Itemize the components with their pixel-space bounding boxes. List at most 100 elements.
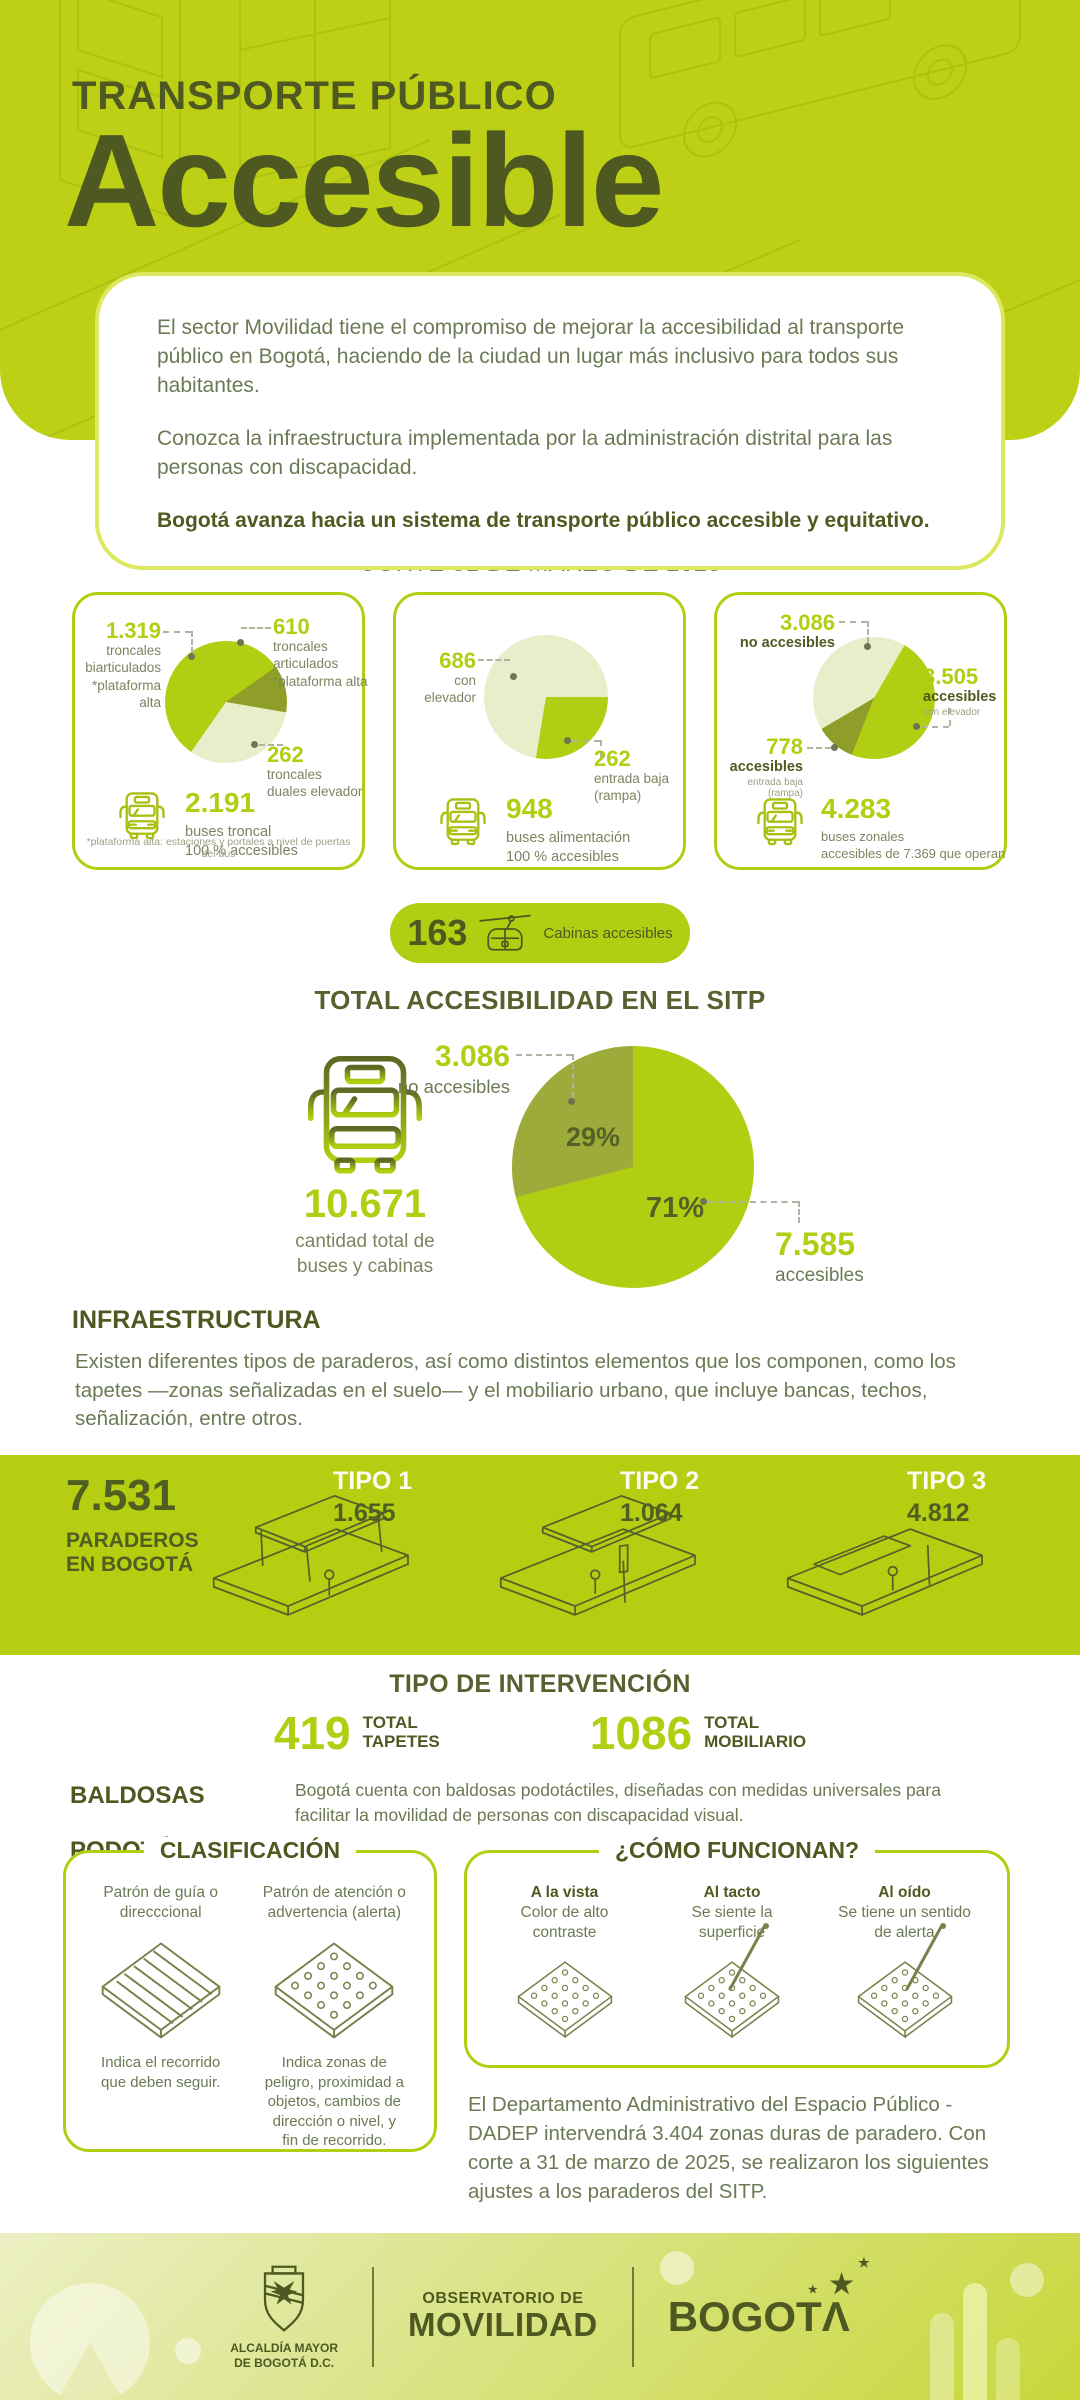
intervencion-row: 419 TOTAL TAPETES 1086 TOTAL MOBILIARIO [0, 1706, 1080, 1760]
cabinas-value: 163 [407, 912, 468, 953]
clasificacion-alerta: Patrón de atención o advertencia (alerta… [262, 1884, 406, 2150]
bus-front-icon [757, 798, 803, 846]
tile-dotted-icon [275, 1942, 394, 2039]
card-total: 948 buses alimentación 100 % accesibles [506, 793, 631, 865]
callout-accesibles-rampa: 778 accesibles entrada baja (rampa) [729, 734, 803, 799]
cane-icon [728, 1923, 769, 1991]
leader-dot [864, 643, 871, 650]
paradero-tipo-1: TIPO 1 1.655 [205, 1455, 490, 1655]
tile-dotted-icon [856, 1961, 953, 2039]
footer: ALCALDÍA MAYOR DE BOGOTÁ D.C. OBSERVATOR… [0, 2233, 1080, 2400]
leader-dot [510, 673, 517, 680]
intro-paragraph-3: Bogotá avanza hacia un sistema de transp… [157, 508, 930, 532]
footer-divider [631, 2266, 634, 2367]
leader-line [516, 1054, 572, 1056]
leader-dot [564, 737, 571, 744]
page-title: Accesible [64, 107, 664, 254]
como-oido: Al oído Se tiene un sentido de alerta [820, 1883, 990, 2043]
como-vista: A la vista Color de alto contraste [485, 1883, 645, 2043]
leader-line [708, 1201, 798, 1203]
leader-line [163, 631, 191, 633]
leader-line [478, 659, 510, 661]
paraderos-total: 7.531 [66, 1471, 177, 1520]
dadep-text: El Departamento Administrativo del Espac… [468, 2093, 989, 2204]
coat-of-arms-icon [264, 2265, 305, 2332]
leader-line [572, 1054, 574, 1098]
intro-card: El sector Movilidad tiene el compromiso … [95, 272, 1005, 570]
footer-logos: ALCALDÍA MAYOR DE BOGOTÁ D.C. OBSERVATOR… [0, 2233, 1080, 2400]
como-tacto: Al tacto Se siente la superficie [652, 1883, 812, 2043]
card-total: 2.191 buses troncal 100 % accesibles [185, 787, 298, 859]
card-buses-alimentacion: 686 con elevador 262 entrada baja (rampa… [393, 592, 686, 870]
leader-dot [251, 741, 258, 748]
cabinas-label: Cabinas accesibles [543, 924, 673, 942]
bus-front-icon [119, 792, 165, 840]
leader-line [921, 726, 949, 728]
sitp-callout-acc: 7.585 accesibles [775, 1226, 864, 1286]
intervencion-tapetes: 419 TOTAL TAPETES [273, 1707, 440, 1759]
shelter-icon [786, 1528, 983, 1616]
pie-chart-sitp [512, 1046, 754, 1288]
callout-duales: 262 troncales duales elevador [267, 742, 363, 800]
card-buses-troncal: 1.319 troncales biarticulados *plataform… [72, 592, 368, 870]
clasificacion-guia: Patrón de guía o direcccional Indica el … [77, 1883, 245, 2151]
como-funcionan-card: ¿CÓMO FUNCIONAN? A la vista Color de alt… [464, 1837, 1010, 2068]
leader-dot [700, 1198, 707, 1205]
leader-dot [913, 723, 920, 730]
sitp-total-caption: cantidad total de buses y cabinas [295, 1231, 435, 1277]
intervencion-title: TIPO DE INTERVENCIÓN [389, 1670, 691, 1698]
pie-chart-alimentacion [484, 635, 608, 759]
sitp-total-value: 10.671 [303, 1182, 427, 1226]
leader-line [241, 627, 271, 629]
card-total: 4.283 buses zonales accesibles de 7.369 … [821, 793, 1006, 861]
card-footnote: *plataforma alta: estaciones y portales … [86, 836, 351, 860]
pie-chart-troncal [165, 641, 287, 763]
leader-line [867, 621, 869, 643]
sitp-title: TOTAL ACCESIBILIDAD EN EL SITP [314, 985, 766, 1015]
tile-dotted-icon [516, 1961, 613, 2039]
intro-paragraph-2: Conozca la infraestructura implementada … [157, 426, 893, 479]
tile-striped-icon [101, 1942, 220, 2039]
leader-dot [237, 639, 244, 646]
intro-paragraph-1: El sector Movilidad tiene el compromiso … [157, 316, 905, 397]
callout-accesibles-elevador: 3.505 accesibles con elevador [923, 664, 997, 718]
star-icon: ★ [858, 2254, 870, 2270]
alcaldia-label: ALCALDÍA MAYOR DE BOGOTÁ D.C. [230, 2340, 339, 2370]
sitp-pct-acc: 71% [646, 1192, 705, 1224]
leader-line [259, 744, 283, 746]
callout-entrada-baja: 262 entrada baja (rampa) [594, 746, 670, 804]
alcaldia-logo-block: ALCALDÍA MAYOR DE BOGOTÁ D.C. [230, 2263, 338, 2371]
paradero-tipo-2: TIPO 2 1.064 [492, 1455, 777, 1655]
paraderos-total-label: PARADEROS EN BOGOTÁ [66, 1529, 199, 1577]
baldosas-text: Bogotá cuenta con baldosas podotáctiles,… [295, 1780, 941, 1826]
callout-biarticulados: 1.319 troncales biarticulados *plataform… [85, 618, 161, 710]
leader-line [600, 740, 602, 758]
sitp-pct-no: 29% [566, 1122, 621, 1152]
star-icon: ★ [829, 2268, 854, 2299]
leader-line [572, 740, 600, 742]
shelter-icon [212, 1495, 409, 1616]
callout-articulados: 610 troncales articulados *plataforma al… [273, 614, 368, 689]
page-kicker: TRANSPORTE PÚBLICO [72, 74, 557, 118]
observatorio-logo-block: OBSERVATORIO DE MOVILIDAD [408, 2289, 598, 2343]
leader-line [839, 621, 867, 623]
card-buses-zonales: 3.086 no accesibles 3.505 accesibles con… [714, 592, 1007, 870]
leader-dot [188, 653, 195, 660]
leader-line [807, 747, 831, 749]
callout-con-elevador: 686 con elevador [424, 648, 476, 706]
paraderos-band: 7.531 PARADEROS EN BOGOTÁ TIPO 1 1.655 [0, 1455, 1080, 1655]
leader-line [949, 708, 951, 726]
bogota-logo: BOGOTΛ ★ ★ ★ [667, 2254, 870, 2340]
pie-chart-zonales [813, 637, 935, 759]
star-icon: ★ [807, 2283, 818, 2296]
infraestructura-title: INFRAESTRUCTURA [72, 1306, 321, 1334]
infraestructura-text: Existen diferentes tipos de paraderos, a… [75, 1350, 956, 1431]
clasificacion-title: CLASIFICACIÓN [143, 1837, 357, 1864]
leader-dot [568, 1098, 575, 1105]
shelter-icon [499, 1495, 696, 1616]
intervencion-mobiliario: 1086 TOTAL MOBILIARIO [589, 1707, 807, 1759]
leader-line [798, 1201, 800, 1223]
footer-divider [372, 2266, 375, 2367]
clasificacion-card: CLASIFICACIÓN Patrón de guía o direcccio… [63, 1837, 437, 2152]
